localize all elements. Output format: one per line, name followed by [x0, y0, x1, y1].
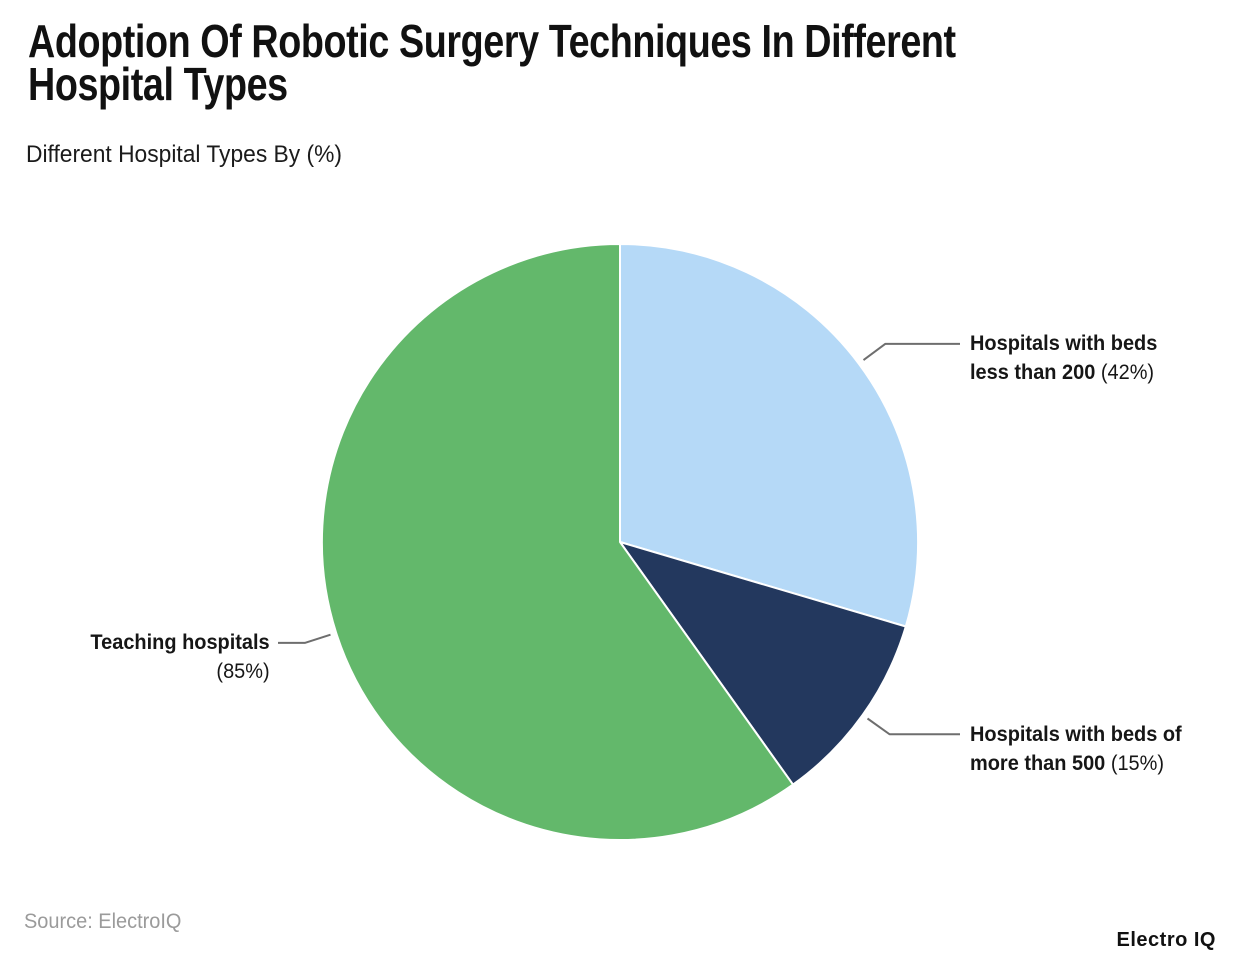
brand-logo: Electro IQ — [1116, 929, 1216, 951]
slice-label-1: Hospitals with beds of more than 500 (15%… — [970, 720, 1182, 778]
slice-label-line: more than 500 (15%) — [970, 749, 1182, 778]
slice-label-2: Teaching hospitals (85%) — [91, 628, 270, 686]
slice-label-0: Hospitals with beds less than 200 (42%) — [970, 329, 1157, 387]
slice-label-line: less than 200 (42%) — [970, 358, 1157, 387]
slice-label-line: Hospitals with beds — [970, 329, 1157, 358]
leader-line-1 — [866, 717, 960, 736]
leader-line-0 — [862, 342, 960, 361]
slice-label-line: (85%) — [91, 657, 270, 686]
page-title-line2: Hospital Types — [28, 58, 288, 110]
slice-label-line: Teaching hospitals — [91, 628, 270, 657]
page-title: Adoption Of Robotic Surgery Techniques I… — [28, 15, 956, 110]
source-note: Source: ElectroIQ — [24, 910, 182, 933]
slice-percent: (15%) — [1110, 752, 1165, 775]
slice-label-text: less than 200 — [970, 361, 1096, 384]
page-title-line1: Adoption Of Robotic Surgery Techniques I… — [28, 15, 956, 67]
leader-line-2 — [278, 633, 331, 644]
slice-label-text: more than 500 — [970, 752, 1106, 775]
slice-percent: (85%) — [216, 660, 270, 683]
pie-slice-2[interactable] — [321, 243, 794, 841]
chart-subtitle: Different Hospital Types By (%) — [26, 141, 342, 168]
slice-label-text: Hospitals with beds — [970, 332, 1158, 355]
pie-slice-1[interactable] — [619, 541, 907, 786]
slice-label-line: Hospitals with beds of — [970, 720, 1182, 749]
pie-slice-0[interactable] — [619, 243, 920, 628]
slice-label-text: Teaching hospitals — [90, 631, 270, 654]
slice-label-text: Hospitals with beds of — [970, 723, 1182, 746]
slice-percent: (42%) — [1100, 361, 1155, 384]
